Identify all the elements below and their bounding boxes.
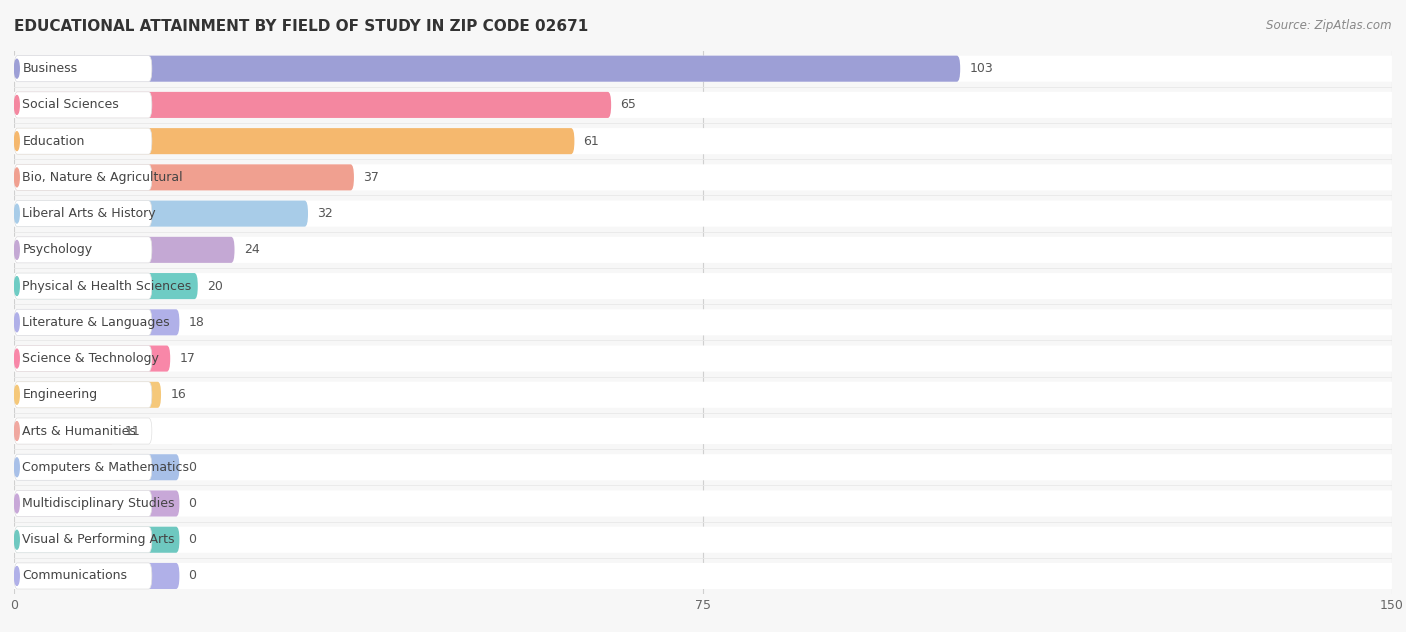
Text: 0: 0 <box>188 569 197 583</box>
Text: 0: 0 <box>188 533 197 546</box>
FancyBboxPatch shape <box>14 490 1392 516</box>
FancyBboxPatch shape <box>14 309 180 336</box>
FancyBboxPatch shape <box>14 273 152 299</box>
FancyBboxPatch shape <box>14 454 1392 480</box>
Text: 0: 0 <box>188 461 197 474</box>
Circle shape <box>14 168 20 187</box>
Text: Physical & Health Sciences: Physical & Health Sciences <box>22 279 191 293</box>
FancyBboxPatch shape <box>14 563 180 589</box>
Circle shape <box>14 59 20 78</box>
Text: Education: Education <box>22 135 84 148</box>
Text: Arts & Humanities: Arts & Humanities <box>22 425 136 437</box>
FancyBboxPatch shape <box>14 92 612 118</box>
Text: 103: 103 <box>969 62 993 75</box>
FancyBboxPatch shape <box>14 200 152 227</box>
Text: Engineering: Engineering <box>22 388 97 401</box>
Circle shape <box>14 349 20 368</box>
FancyBboxPatch shape <box>14 526 1392 553</box>
Text: Bio, Nature & Agricultural: Bio, Nature & Agricultural <box>22 171 183 184</box>
FancyBboxPatch shape <box>14 454 152 480</box>
FancyBboxPatch shape <box>14 273 1392 299</box>
Text: Social Sciences: Social Sciences <box>22 99 120 111</box>
FancyBboxPatch shape <box>14 418 1392 444</box>
Circle shape <box>14 494 20 513</box>
Text: 17: 17 <box>180 352 195 365</box>
FancyBboxPatch shape <box>14 563 1392 589</box>
FancyBboxPatch shape <box>14 92 152 118</box>
Text: Psychology: Psychology <box>22 243 93 257</box>
Circle shape <box>14 566 20 585</box>
FancyBboxPatch shape <box>14 454 180 480</box>
FancyBboxPatch shape <box>14 346 1392 372</box>
Circle shape <box>14 458 20 477</box>
Circle shape <box>14 204 20 223</box>
Circle shape <box>14 422 20 441</box>
FancyBboxPatch shape <box>14 382 152 408</box>
Circle shape <box>14 530 20 549</box>
FancyBboxPatch shape <box>14 273 198 299</box>
FancyBboxPatch shape <box>14 382 162 408</box>
FancyBboxPatch shape <box>14 237 1392 263</box>
Text: Science & Technology: Science & Technology <box>22 352 159 365</box>
Circle shape <box>14 95 20 114</box>
FancyBboxPatch shape <box>14 237 152 263</box>
FancyBboxPatch shape <box>14 92 1392 118</box>
FancyBboxPatch shape <box>14 164 152 190</box>
FancyBboxPatch shape <box>14 56 152 82</box>
FancyBboxPatch shape <box>14 128 1392 154</box>
Text: 16: 16 <box>170 388 186 401</box>
Text: 20: 20 <box>207 279 222 293</box>
FancyBboxPatch shape <box>14 237 235 263</box>
Text: 32: 32 <box>318 207 333 220</box>
FancyBboxPatch shape <box>14 164 1392 190</box>
FancyBboxPatch shape <box>14 563 152 589</box>
FancyBboxPatch shape <box>14 346 170 372</box>
Text: 61: 61 <box>583 135 599 148</box>
Circle shape <box>14 386 20 404</box>
FancyBboxPatch shape <box>14 309 152 336</box>
Text: 37: 37 <box>363 171 380 184</box>
Text: EDUCATIONAL ATTAINMENT BY FIELD OF STUDY IN ZIP CODE 02671: EDUCATIONAL ATTAINMENT BY FIELD OF STUDY… <box>14 19 588 34</box>
Text: Literature & Languages: Literature & Languages <box>22 316 170 329</box>
Text: 11: 11 <box>124 425 141 437</box>
FancyBboxPatch shape <box>14 526 180 553</box>
Circle shape <box>14 277 20 296</box>
Circle shape <box>14 240 20 259</box>
Text: Business: Business <box>22 62 77 75</box>
Circle shape <box>14 131 20 150</box>
Text: 18: 18 <box>188 316 204 329</box>
FancyBboxPatch shape <box>14 418 115 444</box>
Text: Multidisciplinary Studies: Multidisciplinary Studies <box>22 497 174 510</box>
Text: 24: 24 <box>243 243 260 257</box>
Text: 0: 0 <box>188 497 197 510</box>
FancyBboxPatch shape <box>14 128 152 154</box>
FancyBboxPatch shape <box>14 382 1392 408</box>
FancyBboxPatch shape <box>14 56 960 82</box>
FancyBboxPatch shape <box>14 309 1392 336</box>
Text: Visual & Performing Arts: Visual & Performing Arts <box>22 533 174 546</box>
FancyBboxPatch shape <box>14 346 152 372</box>
FancyBboxPatch shape <box>14 526 152 553</box>
FancyBboxPatch shape <box>14 418 152 444</box>
Text: Communications: Communications <box>22 569 128 583</box>
FancyBboxPatch shape <box>14 490 180 516</box>
Circle shape <box>14 313 20 332</box>
FancyBboxPatch shape <box>14 56 1392 82</box>
FancyBboxPatch shape <box>14 200 308 227</box>
Text: Computers & Mathematics: Computers & Mathematics <box>22 461 190 474</box>
FancyBboxPatch shape <box>14 200 1392 227</box>
Text: Source: ZipAtlas.com: Source: ZipAtlas.com <box>1267 19 1392 32</box>
FancyBboxPatch shape <box>14 128 575 154</box>
Text: Liberal Arts & History: Liberal Arts & History <box>22 207 156 220</box>
FancyBboxPatch shape <box>14 490 152 516</box>
FancyBboxPatch shape <box>14 164 354 190</box>
Text: 65: 65 <box>620 99 636 111</box>
